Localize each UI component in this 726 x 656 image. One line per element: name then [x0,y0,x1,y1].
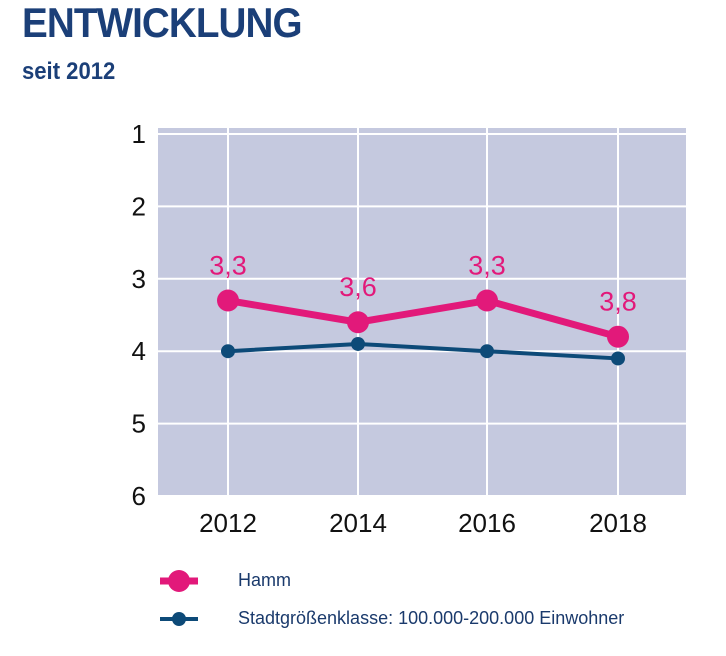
data-point [480,344,494,359]
x-tick-label: 2014 [329,508,387,538]
data-label: 3,8 [599,287,637,317]
legend-label: Stadtgrößenklasse: 100.000-200.000 Einwo… [238,608,625,628]
y-tick-label: 5 [132,409,146,439]
y-tick-label: 2 [132,191,146,221]
legend-label: Hamm [238,570,291,590]
data-point [351,336,365,351]
data-point [221,344,235,359]
x-axis-ticks: 2012 2014 2016 2018 [199,508,647,538]
data-label: 3,6 [339,272,377,302]
data-point [607,325,629,348]
page-subtitle: seit 2012 [22,58,116,85]
data-labels: 3,3 3,6 3,3 3,8 [209,251,637,317]
data-point [476,289,498,312]
series-line-stadtgroessenklasse [227,341,619,361]
y-tick-label: 4 [132,336,146,366]
series-layer [217,289,629,366]
series-line-hamm [227,297,619,341]
data-point [611,351,625,366]
data-label: 3,3 [209,251,247,281]
legend-marker [168,570,190,592]
x-tick-label: 2012 [199,508,257,538]
x-tick-label: 2016 [458,508,516,538]
x-tick-label: 2018 [589,508,647,538]
data-label: 3,3 [468,251,506,281]
y-tick-label: 1 [132,119,146,149]
y-axis-ticks: 1 2 3 4 5 6 [132,119,146,511]
y-tick-label: 6 [132,481,146,511]
legend-marker [172,612,186,626]
data-point [347,311,369,334]
y-tick-label: 3 [132,264,146,294]
data-point [217,289,239,312]
page-title: ENTWICKLUNG [22,0,303,46]
legend [160,570,198,626]
